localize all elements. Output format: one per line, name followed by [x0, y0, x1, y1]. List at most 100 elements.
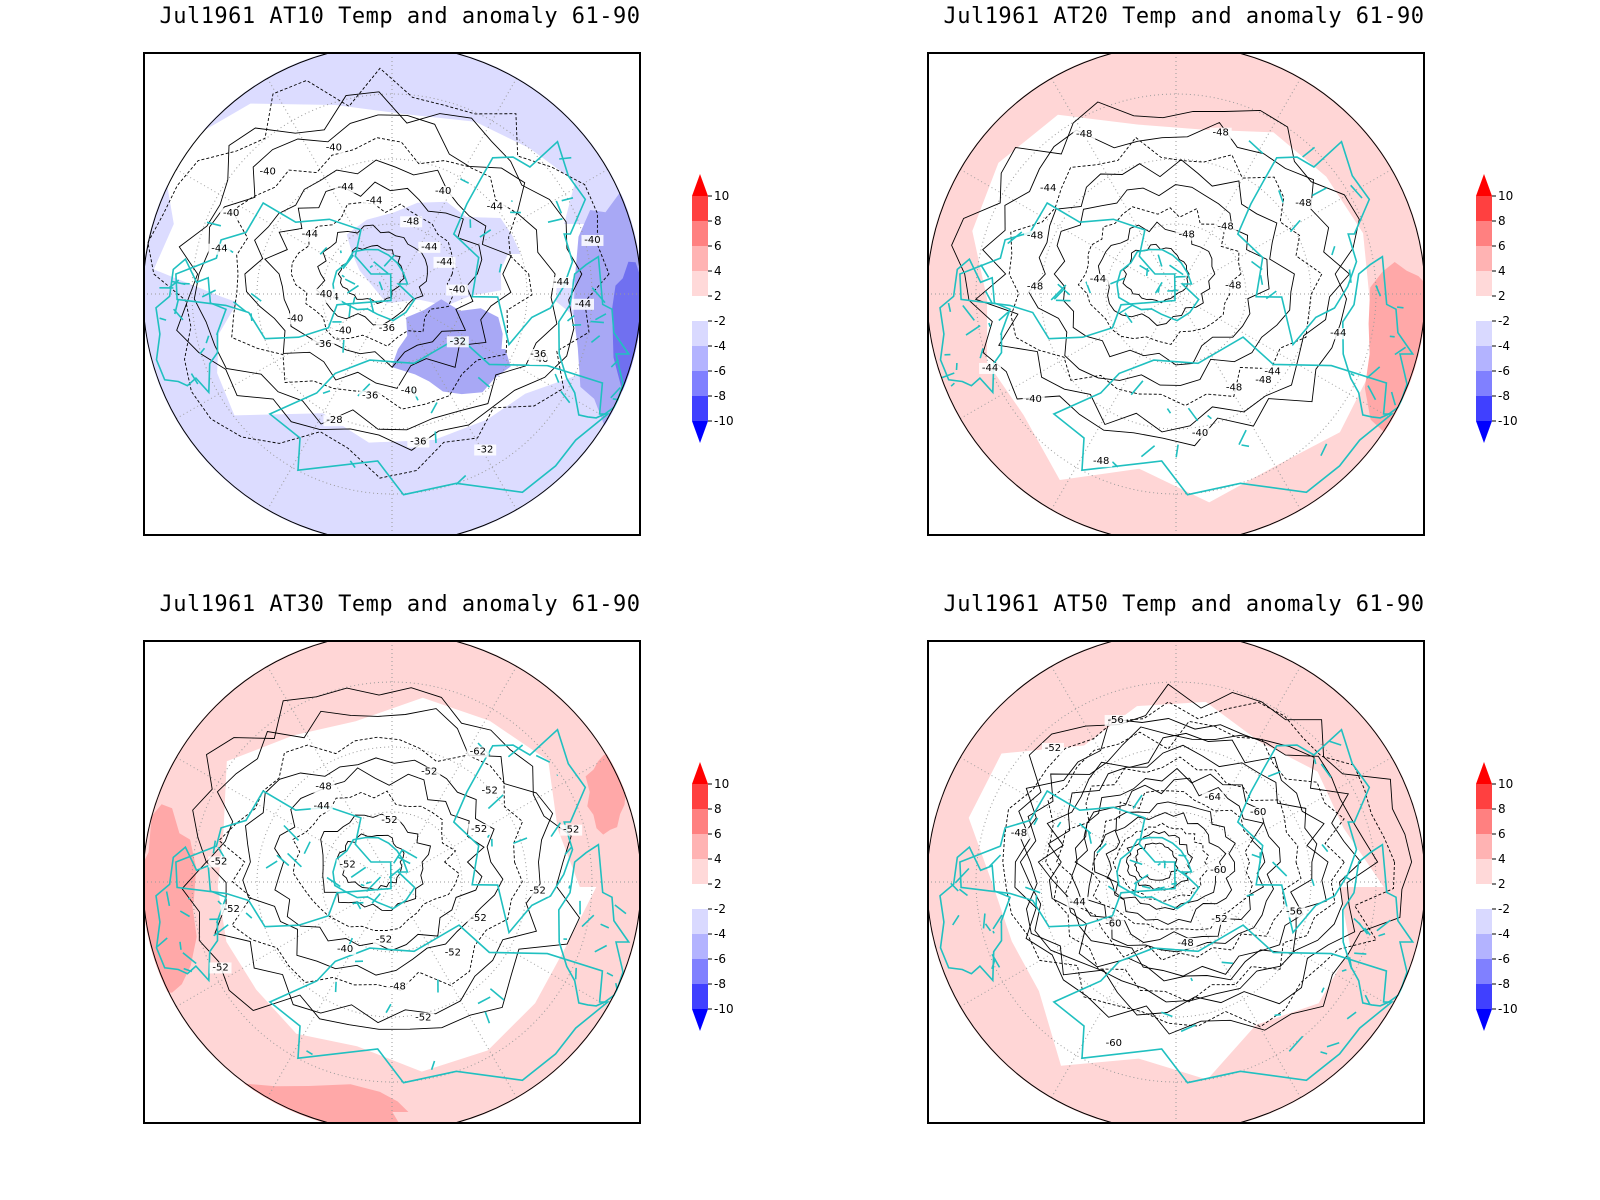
contour-label: -48	[1076, 129, 1092, 140]
colorbar-swatch	[1476, 909, 1492, 934]
contour-label: -52	[445, 947, 461, 958]
colorbar-swatch	[1476, 271, 1492, 296]
colorbar-tick-label: 8	[1498, 802, 1506, 816]
contour-label: -36	[362, 391, 378, 402]
colorbar-tick-label: -2	[714, 314, 726, 328]
colorbar-legend: 10 8 6 4 2 -2 -4 -6 -8 -10	[692, 174, 734, 443]
colorbar-tick-label: 6	[714, 239, 722, 253]
colorbar-min-arrow	[1476, 421, 1492, 443]
contour-label: -48	[390, 982, 406, 993]
colorbar-swatch	[1476, 396, 1492, 421]
colorbar-tick-label: 2	[1498, 877, 1506, 891]
colorbar-min-arrow	[692, 1009, 708, 1031]
colorbar-swatch	[692, 346, 708, 371]
colorbar-tick-label: -4	[1498, 927, 1510, 941]
panel-title: Jul1961 AT10 Temp and anomaly 61-90	[159, 4, 641, 29]
panel-title: Jul1961 AT20 Temp and anomaly 61-90	[943, 4, 1425, 29]
colorbar-swatch	[1476, 784, 1492, 809]
colorbar-tick-label: 4	[1498, 852, 1506, 866]
colorbar-swatch	[1476, 834, 1492, 859]
contour-label: -60	[1210, 865, 1226, 876]
contour-label: -52	[212, 962, 228, 973]
contour-label-bg	[1066, 896, 1089, 908]
contour-label: -36	[315, 339, 331, 350]
contour-label-bg	[322, 142, 345, 154]
contour-label-bg	[1102, 918, 1125, 930]
contour-label-bg	[1086, 273, 1109, 285]
map-panel-at50: Jul1961 AT50 Temp and anomaly 61-90 -56-…	[784, 588, 1584, 1188]
contour-label: -48	[1177, 938, 1193, 949]
colorbar-tick-label: -2	[714, 902, 726, 916]
contour-label: -44	[575, 299, 591, 310]
contour-label: -56	[1286, 906, 1302, 917]
colorbar-tick-label: -10	[1498, 414, 1518, 428]
contour-label-bg	[334, 943, 357, 955]
contour-label-bg	[1283, 906, 1306, 918]
colorbar-tick-label: -6	[1498, 364, 1510, 378]
map-panel-at30: Jul1961 AT30 Temp and anomaly 61-90 -52-…	[0, 588, 800, 1188]
map-panel-at20: Jul1961 AT20 Temp and anomaly 61-90 -44 -…	[784, 0, 1584, 600]
contour-label: -48	[1213, 128, 1229, 139]
contour-label: -52	[470, 913, 486, 924]
colorbar-tick-label: 2	[714, 289, 722, 303]
colorbar-tick-label: -4	[714, 927, 726, 941]
contour-label: -40	[401, 385, 417, 396]
contour-label-bg	[1037, 183, 1060, 195]
contour-label: -44	[338, 182, 354, 193]
contour-label-bg	[581, 234, 604, 246]
contour-label-bg	[979, 362, 1002, 374]
contour-label: -48	[1295, 198, 1311, 209]
contour-label-bg	[467, 913, 490, 925]
colorbar-tick-label: 8	[714, 802, 722, 816]
contour-label-bg	[1104, 715, 1127, 727]
contour-label-bg	[474, 444, 497, 456]
colorbar-legend: 10 8 6 4 2 -2 -4 -6 -8 -10	[1476, 762, 1518, 1031]
contour-label-bg	[572, 298, 595, 310]
colorbar-max-arrow	[1476, 762, 1492, 784]
contour-label-bg	[220, 208, 243, 220]
contour-label: -48	[1093, 456, 1109, 467]
coastlines	[155, 140, 631, 496]
contour-label: -40	[259, 166, 275, 177]
contour-label-bg	[208, 856, 231, 868]
contour-label: -44	[1040, 183, 1056, 194]
contour-label-bg	[1292, 197, 1315, 209]
contour-label: -44	[421, 242, 437, 253]
contour-label-bg	[378, 815, 401, 827]
map-disc	[929, 54, 1423, 534]
colorbar-swatch	[692, 221, 708, 246]
contour-label-bg	[526, 885, 549, 897]
colorbar-swatch	[1476, 934, 1492, 959]
colorbar-swatch	[1476, 296, 1492, 321]
contour-label-bg	[418, 766, 441, 778]
contour-label-bg	[359, 390, 382, 402]
contour-label-bg	[310, 800, 333, 812]
polar-map: -52 -52 -52 -52 -48 -52 -40 -52 -52 -52 -52 -44 -48 -…	[143, 640, 641, 1124]
contour-label: -36	[410, 436, 426, 447]
contour-label-bg	[1214, 221, 1237, 233]
contour-label: -44	[436, 257, 452, 268]
polar-map: -44 -40 -36 -32 -32 -36 -40 -36 -36 -28 -36 -40 -40 -…	[143, 52, 641, 536]
contour-label-bg	[209, 962, 232, 974]
contour-label: -40	[287, 313, 303, 324]
colorbar-swatch	[1476, 371, 1492, 396]
contour-label: -48	[1217, 221, 1233, 232]
colorbar-tick-label: -6	[1498, 952, 1510, 966]
contour-label: -48	[1011, 828, 1027, 839]
colorbar-swatch	[692, 909, 708, 934]
contour-label-bg	[418, 241, 441, 253]
contour-label-bg	[1007, 828, 1030, 840]
contour-label-bg	[441, 947, 464, 959]
colorbar-swatch	[1476, 984, 1492, 1009]
contour-label-bg	[386, 981, 409, 993]
contour-label: -44	[1330, 328, 1346, 339]
contour-label-bg	[1090, 456, 1113, 468]
colorbar-swatch	[692, 321, 708, 346]
colorbar-max-arrow	[1476, 174, 1492, 196]
colorbar-max-arrow	[692, 762, 708, 784]
colorbar-min-arrow	[692, 421, 708, 443]
colorbar-swatch	[692, 959, 708, 984]
contour-label: -52	[563, 825, 579, 836]
contour-label: -52	[471, 824, 487, 835]
colorbar-tick-label: 4	[714, 852, 722, 866]
